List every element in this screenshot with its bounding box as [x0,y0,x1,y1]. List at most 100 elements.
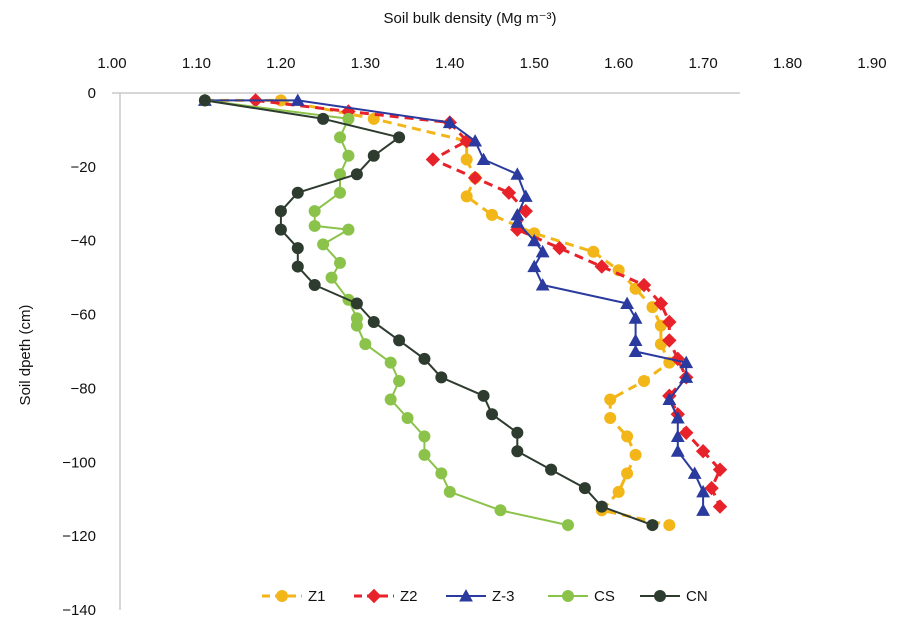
y-tick-label: 0 [88,85,96,102]
legend-item-z-3: Z-3 [446,588,515,605]
legend-label: CN [686,588,708,605]
x-tick-label: 1.00 [97,55,126,72]
y-tick-labels: 0 −20 −40 −60 −80 −100 −120 −140 [62,85,96,619]
x-tick-label: 1.30 [351,55,380,72]
data-point-z-3 [628,344,643,358]
legend-marker [654,590,666,602]
data-point-z-3 [535,244,550,258]
data-point-cn [274,205,287,218]
data-point-cn [646,519,659,532]
series-cs [198,94,574,532]
legend-label: CS [594,588,615,605]
legend-item-z1: Z1 [262,588,326,605]
legend-item-cs: CS [548,588,615,605]
data-point-z2 [501,185,517,200]
data-point-z1 [486,208,498,221]
data-point-cs [418,448,431,461]
data-point-cs [562,519,574,532]
series-z2 [248,93,728,514]
data-point-cn [477,389,490,402]
y-tick-label: −100 [62,454,96,471]
data-point-cs [308,205,321,218]
data-point-cn [317,112,330,125]
data-point-z2 [704,480,719,496]
data-point-cn [308,279,321,292]
data-point-z-3 [670,411,685,424]
legend-marker [276,590,288,602]
data-point-cn [291,260,304,273]
x-tick-labels: 1.00 1.10 1.20 1.30 1.40 1.50 1.60 1.70 1.80 1.90 [97,55,886,72]
data-point-z-3 [527,259,542,273]
data-point-cs [334,131,346,144]
data-point-cn [367,315,380,328]
data-point-cn [367,149,380,162]
legend-item-cn: CN [640,588,708,605]
data-point-cn [511,426,524,439]
data-point-cs [334,256,346,269]
data-point-z-3 [687,466,702,479]
data-point-cs [435,467,448,480]
legend-marker [562,590,574,602]
data-point-z2 [679,425,694,440]
data-point-z1 [587,245,600,258]
y-tick-label: −120 [62,528,96,545]
legend-label: Z2 [400,588,418,605]
data-point-cs [384,393,397,406]
data-point-z2 [662,314,677,330]
data-point-cs [393,375,406,388]
data-point-z-3 [476,152,491,165]
data-point-cn [393,334,406,347]
data-point-z1 [629,448,642,461]
data-point-z1 [638,375,650,388]
data-point-z2 [467,170,483,186]
data-point-z1 [604,411,617,424]
y-axis-title: Soil dpeth (cm) [17,305,34,406]
data-point-z2 [670,351,685,367]
data-point-cn [198,94,211,107]
data-point-z-3 [620,296,635,310]
data-point-z2 [594,259,609,274]
data-point-z1 [663,519,676,532]
x-tick-label: 1.50 [520,55,549,72]
series-line-cn [204,99,653,527]
data-point-z-3 [662,392,677,406]
legend-label: Z-3 [492,588,515,605]
data-point-z-3 [535,278,550,291]
data-point-z2 [712,462,728,477]
data-point-z-3 [679,355,694,369]
y-tick-label: −40 [71,233,96,250]
data-point-z-3 [670,444,685,457]
data-point-z1 [604,393,617,406]
data-point-z-3 [670,429,685,442]
data-point-z-3 [510,167,525,180]
data-point-z2 [695,444,711,459]
x-tick-label: 1.60 [604,55,633,72]
axes [112,92,740,610]
data-point-cn [393,131,406,144]
y-tick-label: −20 [71,159,96,176]
data-point-cn [578,482,591,495]
x-tick-label: 1.70 [689,55,718,72]
data-point-z-3 [679,370,694,383]
y-tick-label: −140 [62,602,96,619]
data-point-cn [418,352,431,365]
data-point-z-3 [628,333,643,346]
x-tick-label: 1.20 [266,55,295,72]
legend-label: Z1 [308,588,326,605]
data-point-cn [291,242,304,255]
data-point-z1 [460,153,473,166]
data-point-cs [334,186,346,199]
x-axis-title: Soil bulk density (Mg m⁻³) [384,10,557,27]
data-point-z-3 [442,115,457,129]
data-point-z-3 [510,215,525,228]
data-point-cs [342,112,355,125]
data-point-cs [308,219,321,232]
data-point-z-3 [628,311,643,324]
data-point-z1 [621,467,634,480]
data-point-z1 [612,485,625,498]
data-point-z2 [662,333,677,348]
data-point-z2 [712,499,728,514]
data-point-cn [291,186,304,199]
data-point-z-3 [290,93,305,106]
